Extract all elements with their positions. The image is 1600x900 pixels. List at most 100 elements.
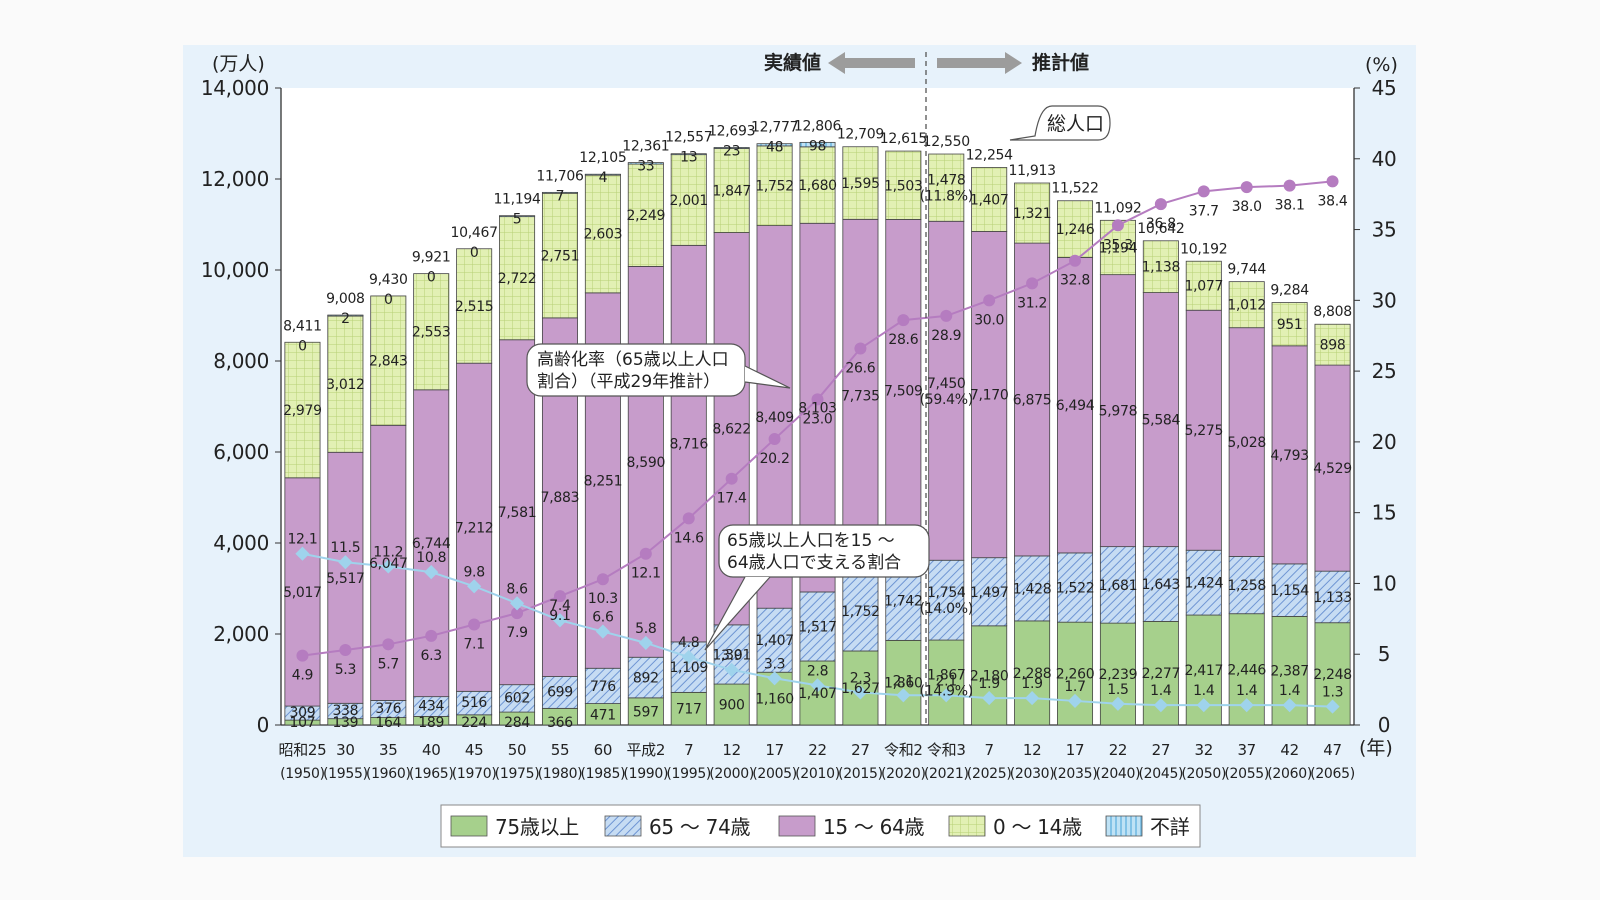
support-ratio-label: 1.5 (1107, 682, 1128, 698)
aging-rate-point (468, 618, 481, 631)
bar-age65-74 (1185, 549, 1222, 616)
y-right-tick-label: 35 (1372, 218, 1397, 242)
bar-age65-74 (928, 559, 965, 641)
support-ratio-label: 1.9 (978, 676, 999, 692)
bar-age0-14 (1185, 260, 1222, 311)
label-age65-74: 309 (290, 705, 316, 721)
aging-rate-point (940, 309, 953, 322)
support-ratio-point (509, 596, 525, 611)
x-tick-label: 50 (508, 741, 527, 759)
aging-rate-point (725, 472, 738, 485)
y-right-tick-label: 40 (1372, 147, 1397, 171)
bar-age0-14 (541, 192, 578, 319)
aging-rate-label: 6.3 (421, 648, 442, 664)
x-tick-label: 7 (684, 741, 693, 759)
bar-age65-74 (499, 684, 536, 713)
bar-age75 (885, 639, 922, 726)
support-ratio-point (381, 559, 396, 574)
bar-age0-14 (1314, 323, 1351, 366)
support-ratio-label: 2.1 (936, 673, 957, 689)
support-ratio-label: 3.9 (721, 648, 742, 664)
label-age65-74: 1,752 (841, 604, 880, 620)
bar-age75 (713, 683, 750, 726)
x-year-label: (2000) (709, 766, 754, 782)
x-tick-label: 12 (722, 741, 741, 759)
label-age15-64: 6,494 (1056, 398, 1095, 414)
bar-age15-64 (627, 266, 664, 658)
bar-age15-64 (842, 218, 879, 572)
label-age65-74: 1,301 (712, 647, 751, 663)
label-total: 10,192 (1180, 241, 1227, 257)
label-age75: 2,288 (1013, 666, 1052, 682)
support-ratio-label: 2.1 (893, 673, 914, 689)
aging-rate-point (1240, 181, 1253, 194)
bar-age75 (928, 639, 965, 726)
label-unknown: 2 (341, 311, 350, 327)
label-age0-14: 2,603 (584, 227, 623, 243)
support-ratio-label: 1.4 (1236, 683, 1258, 699)
aging-rate-point (296, 649, 309, 662)
label-age75: 1,860 (884, 676, 923, 692)
label-age15-64: 7,170 (970, 388, 1009, 404)
label-age15-64: 6,875 (1013, 393, 1052, 409)
x-year-label: (1975) (495, 766, 540, 782)
aging-rate-point (639, 547, 652, 560)
legend-swatch (604, 815, 642, 837)
legend-swatch (1105, 815, 1143, 837)
bar-age0-14 (627, 163, 664, 267)
support-ratio-label: 9.8 (463, 564, 484, 580)
aging-callout-line2: 割合）（平成29年推計） (537, 372, 720, 392)
label-age0-14: 898 (1320, 338, 1346, 354)
support-callout-line2: 64歳人口で支える割合 (727, 553, 901, 573)
label-total: 9,744 (1227, 262, 1266, 278)
y-right-tick-label: 10 (1372, 571, 1397, 595)
bar-age0-14 (756, 145, 793, 226)
aging-rate-point (854, 342, 867, 355)
label-age65-74: 1,517 (798, 619, 837, 635)
label-age0-14: 1,752 (755, 179, 794, 195)
label-unknown: 5 (513, 212, 522, 228)
label-age0-14: 1,077 (1184, 279, 1223, 295)
bar-age0-14 (670, 153, 707, 246)
label-unknown: 13 (680, 150, 697, 166)
aging-rate-point (1326, 175, 1339, 188)
support-ratio-point (1239, 698, 1254, 713)
x-year-label: (1990) (623, 766, 668, 782)
y-left-tick-label: 2,000 (213, 622, 269, 646)
bar-age15-64 (1099, 274, 1136, 548)
bar-age65-74 (541, 676, 578, 709)
bar-age0-14 (327, 314, 364, 453)
bar-age65-74 (971, 557, 1008, 627)
support-ratio-point (424, 565, 439, 580)
bar-age65-74 (1142, 546, 1179, 622)
bar-age75 (1014, 620, 1051, 726)
aging-rate-label: 38.4 (1318, 193, 1348, 209)
x-tick-label: 令和3 (927, 741, 966, 759)
label-age15-64: 7,883 (541, 490, 580, 506)
aging-rate-label: 9.1 (549, 608, 570, 624)
label-age65-74: 776 (590, 679, 616, 695)
label-total: 12,550 (923, 134, 970, 150)
x-year-label: (2005) (752, 766, 797, 782)
label-total: 12,254 (966, 147, 1014, 163)
label-total: 12,361 (622, 139, 669, 155)
aging-rate-label: 37.7 (1189, 203, 1219, 219)
label-age0-14: 2,249 (627, 208, 666, 224)
label-age75: 224 (461, 715, 487, 731)
label-age0-14: 1,595 (841, 176, 880, 192)
label-age65-74: 892 (633, 671, 659, 687)
label-age75: 1,627 (841, 681, 880, 697)
period-actual-label: 実績値 (764, 51, 821, 74)
x-year-label: (2030) (1010, 766, 1055, 782)
y-right-tick-label: 20 (1372, 430, 1397, 454)
bar-age65-74 (1228, 556, 1265, 615)
bar-age65-74 (756, 607, 793, 673)
support-ratio-label: 8.6 (506, 581, 528, 597)
label-age75: 2,387 (1270, 664, 1309, 680)
label-age0-14: 1,012 (1227, 298, 1266, 314)
aging-rate-label: 7.9 (506, 625, 527, 641)
label-age15-64: 8,716 (669, 437, 708, 453)
label-unknown: 0 (470, 245, 479, 261)
bar-age0-14 (885, 150, 922, 220)
aging-rate-label: 38.1 (1275, 198, 1305, 214)
